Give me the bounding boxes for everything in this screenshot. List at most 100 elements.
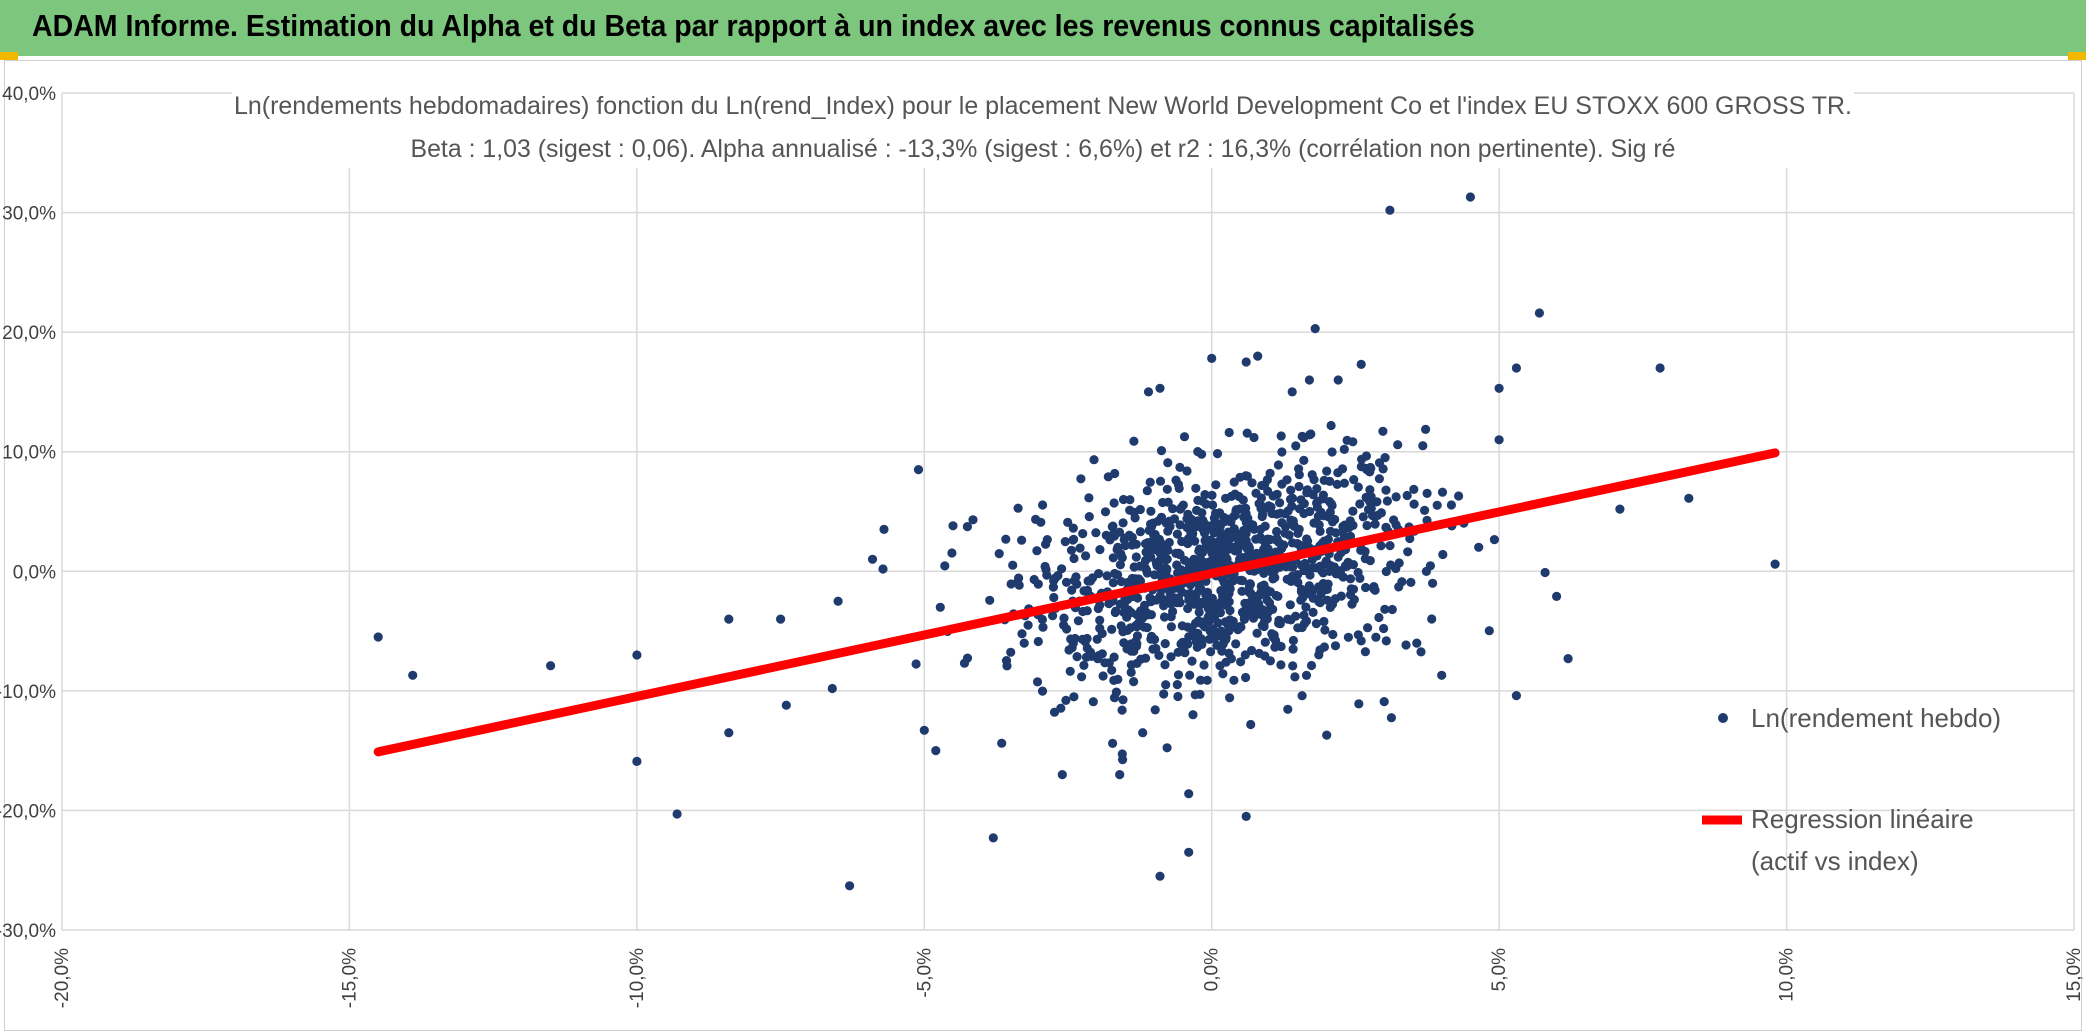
data-point [1172, 680, 1182, 690]
data-point [1013, 503, 1023, 513]
chart-title: Ln(rendements hebdomadaires) fonction du… [232, 86, 1854, 168]
data-point [1318, 494, 1328, 504]
data-point [1146, 522, 1157, 532]
data-point [1191, 483, 1201, 493]
data-point [1057, 564, 1067, 574]
axis-labels: -30,0% -20,0% -10,0% 0,0% 10,0% 20,0% 30,0% 40,… [0, 84, 2085, 1008]
data-point [1272, 509, 1282, 519]
data-point [1160, 563, 1170, 573]
data-point [1294, 524, 1304, 534]
data-point [1360, 647, 1370, 657]
data-point [1380, 453, 1390, 463]
data-point [1301, 602, 1311, 612]
data-point [1432, 500, 1442, 510]
data-point [1371, 632, 1381, 642]
regression-line-layer [373, 448, 1780, 757]
data-point [1268, 574, 1278, 584]
data-point [1076, 474, 1086, 484]
data-point [1195, 553, 1205, 563]
data-point [1348, 520, 1358, 531]
data-point [935, 602, 945, 612]
data-point [1108, 738, 1118, 749]
data-point [1060, 537, 1070, 547]
data-point [1354, 699, 1364, 709]
data-point [1266, 502, 1276, 512]
data-point [1297, 541, 1307, 551]
data-point [1326, 420, 1336, 431]
data-point [1150, 544, 1160, 555]
data-point [1216, 530, 1226, 540]
data-point [1166, 612, 1176, 622]
data-point [1386, 560, 1396, 570]
data-point [1273, 460, 1283, 470]
data-point [1068, 523, 1078, 533]
data-point [1158, 497, 1168, 508]
data-point [1357, 454, 1367, 464]
data-point [1283, 704, 1293, 714]
data-point [1184, 847, 1194, 857]
data-point [1118, 695, 1128, 705]
data-point [948, 521, 958, 531]
data-point [1081, 551, 1091, 561]
data-point [1067, 585, 1077, 595]
data-point [1265, 656, 1275, 666]
data-point [1159, 612, 1170, 622]
data-point [1366, 503, 1376, 513]
data-point [1277, 518, 1287, 528]
data-point [1069, 553, 1079, 564]
x-tick-label: -10,0% [627, 948, 648, 1008]
data-point [1162, 484, 1172, 494]
legend-label-regression-2: (actif vs index) [1751, 846, 1919, 876]
data-point [1162, 743, 1172, 753]
data-point [1211, 480, 1221, 490]
data-point [1563, 654, 1573, 664]
data-point [1322, 595, 1332, 605]
data-point [1082, 606, 1092, 616]
data-point [1078, 529, 1088, 539]
data-point [1242, 471, 1252, 481]
data-point [1296, 586, 1306, 597]
data-point [1154, 650, 1164, 661]
data-point [1215, 508, 1225, 518]
data-point [940, 561, 950, 571]
data-point [1381, 485, 1391, 495]
data-point [1221, 594, 1231, 604]
data-point [1293, 577, 1303, 588]
data-point [1006, 579, 1016, 589]
data-point [1205, 523, 1215, 533]
data-point [1048, 611, 1058, 621]
data-point [1255, 532, 1265, 542]
data-point [1230, 546, 1240, 556]
data-point [1253, 351, 1263, 361]
data-point [1339, 444, 1349, 454]
data-point [1150, 705, 1160, 715]
chart-title-line-2: Beta : 1,03 (sigest : 0,06). Alpha annua… [411, 135, 1676, 163]
data-point [1111, 606, 1121, 616]
data-point [1286, 485, 1296, 495]
data-point [1149, 570, 1160, 580]
data-point [1184, 789, 1194, 799]
data-point [1118, 494, 1129, 505]
data-point [1097, 628, 1107, 639]
data-point [1283, 506, 1293, 516]
data-point [1094, 651, 1104, 661]
data-point [1179, 432, 1190, 442]
data-point [1285, 600, 1295, 610]
data-point [1143, 387, 1154, 397]
data-point [724, 614, 734, 624]
data-point [1130, 513, 1140, 523]
data-point [1108, 553, 1118, 563]
data-point [1207, 490, 1217, 500]
data-point [1348, 437, 1358, 447]
data-point [1049, 592, 1059, 603]
data-point [1282, 574, 1292, 584]
data-point [1077, 672, 1087, 682]
data-point [1110, 568, 1120, 579]
y-tick-label: -20,0% [0, 801, 56, 822]
data-point [1135, 527, 1145, 537]
data-point [1293, 623, 1303, 633]
data-point [1091, 528, 1101, 538]
data-point [1366, 492, 1376, 502]
data-point [1199, 660, 1209, 670]
data-point [1188, 627, 1199, 637]
